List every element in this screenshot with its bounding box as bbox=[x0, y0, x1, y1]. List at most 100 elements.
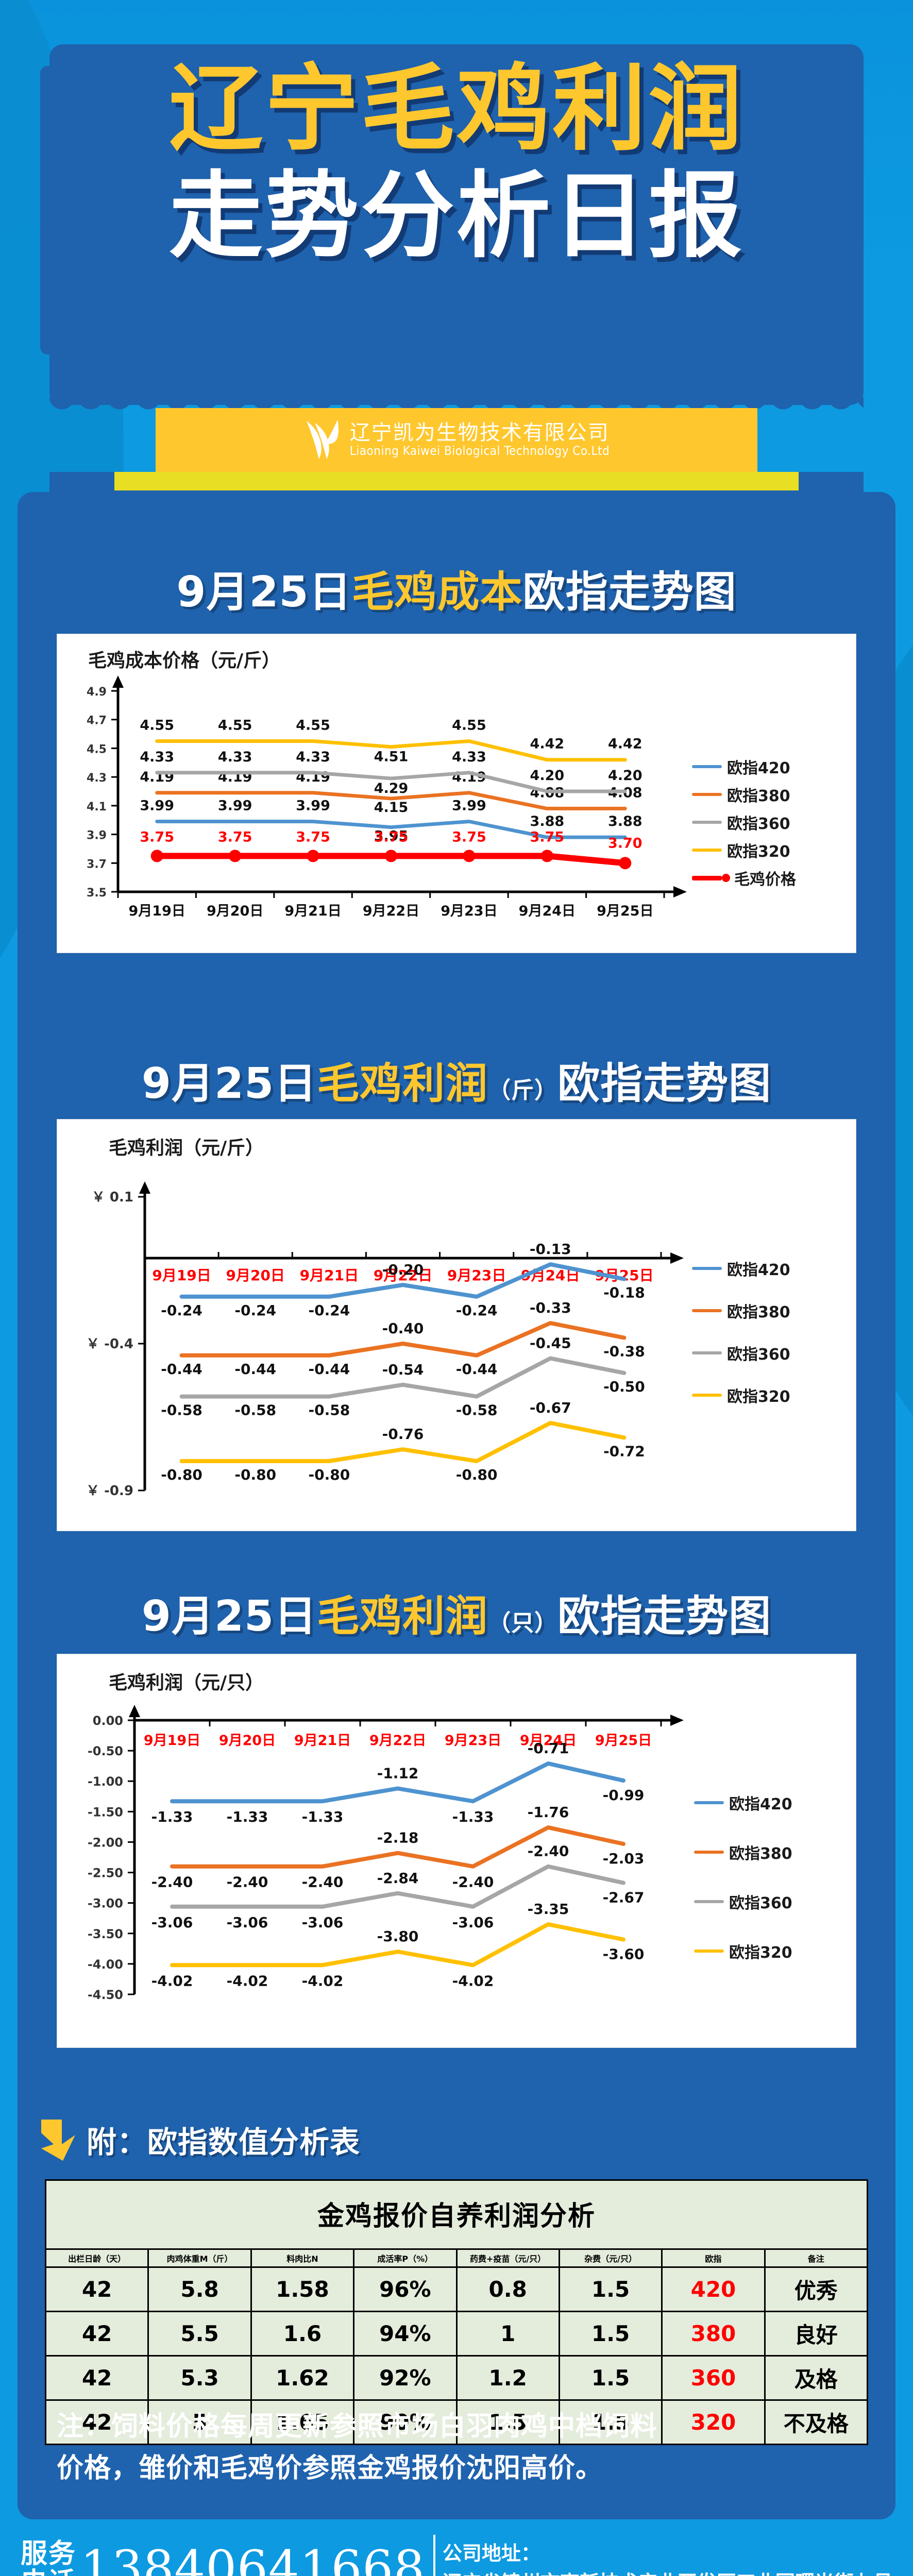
analysis-cell-r1-c7: 良好 bbox=[764, 2311, 869, 2357]
legend-label: 欧指320 bbox=[729, 1944, 792, 1962]
poster-title-line1: 辽宁毛鸡利润 bbox=[169, 54, 744, 163]
chart-profit-jin-svg: ￥ 0.1 ￥ -0.4 ￥ -0.9 9月19日 9月20日 9月21日 9月22日 9月2… bbox=[86, 1181, 684, 1499]
analysis-cell-r3-c4: 1.5 bbox=[455, 2399, 560, 2445]
footnote-line2: 价格，雏价和毛鸡价参照金鸡报价沈阳高价。 bbox=[57, 2452, 603, 2484]
y-axis-tick-label: -4.50 bbox=[88, 1988, 123, 2002]
legend-label: 欧指420 bbox=[727, 1261, 790, 1279]
data-value-label: -0.33 bbox=[530, 1299, 571, 1316]
analysis-cell-r0-c2: 1.58 bbox=[250, 2266, 355, 2312]
data-value-label: -0.45 bbox=[530, 1335, 571, 1352]
series-line-欧指380 bbox=[155, 791, 627, 810]
analysis-cell-r1-c0: 42 bbox=[44, 2311, 149, 2357]
data-value-label: -3.60 bbox=[603, 1946, 645, 1963]
service-label-line1: 服务 bbox=[21, 2538, 77, 2569]
footer-divider bbox=[433, 2535, 435, 2576]
legend-item-欧指420: 欧指420 bbox=[694, 1778, 792, 1827]
analysis-table-body: 42 5.8 1.58 96% 0.8 1.5 420 优秀 42 5.5 1.6 94% 1 1.5 38… bbox=[44, 2266, 869, 2445]
table-row: 42 5.5 1.6 94% 1 1.5 380 良好 bbox=[44, 2311, 869, 2357]
service-phone-number[interactable]: 13840641668 bbox=[80, 2540, 425, 2576]
legend-swatch-icon bbox=[692, 1267, 722, 1270]
chart-profit-bird-container: 毛鸡利润（元/只） 0.00 -0.50 -1.00 -1.50 -2.00 -2.50 -… bbox=[57, 1654, 856, 2048]
y-axis-tick-label: ￥ 0.1 bbox=[92, 1190, 133, 1205]
data-value-label: -0.67 bbox=[530, 1399, 571, 1416]
data-value-label: 3.99 bbox=[218, 798, 252, 814]
chart-profit-jin-legend: 欧指420 欧指380 欧指360 欧指320 bbox=[692, 1247, 790, 1416]
data-value-label: -0.50 bbox=[603, 1378, 645, 1395]
analysis-cell-r3-c6: 320 bbox=[661, 2399, 766, 2445]
y-axis-tick-label: 3.5 bbox=[87, 887, 107, 900]
data-value-label: -4.02 bbox=[151, 1972, 193, 1989]
data-value-label: -2.40 bbox=[227, 1874, 268, 1891]
data-value-label: -0.58 bbox=[308, 1402, 350, 1419]
section3-title-tail: 欧指走势图 bbox=[557, 1592, 772, 1641]
data-value-label: -0.18 bbox=[603, 1284, 645, 1301]
kaiwei-logo-icon bbox=[306, 420, 339, 459]
x-axis-tick-label: 9月25日 bbox=[595, 1733, 652, 1749]
y-axis-tick-label: ￥ -0.4 bbox=[86, 1336, 133, 1352]
data-value-label: 3.70 bbox=[608, 835, 643, 851]
data-value-label: 3.95 bbox=[374, 828, 409, 844]
legend-item-欧指320: 欧指320 bbox=[694, 1926, 792, 1976]
legend-swatch-icon bbox=[692, 793, 722, 796]
x-axis-tick-label: 9月22日 bbox=[374, 1267, 432, 1284]
y-axis-tick-label: -2.50 bbox=[88, 1866, 123, 1880]
section1-title-highlight: 毛鸡成本 bbox=[351, 568, 523, 617]
x-axis-tick-label: 9月21日 bbox=[300, 1267, 359, 1284]
analysis-col-header-1: 肉鸡体重M（斤） bbox=[147, 2248, 252, 2268]
x-axis-tick-label: 9月23日 bbox=[447, 1267, 506, 1284]
chart-profit-bird-svg: 0.00 -0.50 -1.00 -1.50 -2.00 -2.50 -3.00 -3.50 -… bbox=[88, 1705, 684, 2002]
chart-cost-legend: 欧指420 欧指380 欧指360 欧指320 毛鸡价格 bbox=[692, 753, 796, 892]
analysis-cell-r0-c6: 420 bbox=[661, 2266, 766, 2312]
company-address-label: 公司地址： bbox=[442, 2542, 540, 2565]
legend-label: 毛鸡价格 bbox=[734, 871, 796, 889]
analysis-cell-r1-c5: 1.5 bbox=[558, 2311, 663, 2357]
x-axis-tick-label: 9月19日 bbox=[152, 1267, 211, 1284]
legend-item-欧指360: 欧指360 bbox=[692, 1332, 790, 1374]
data-value-label: 3.75 bbox=[530, 829, 565, 845]
table-row: 42 5 1.65 90% 1.5 1.5 320 不及格 bbox=[44, 2399, 869, 2445]
footnote-line1: 注：饲料价格每周更新参照市场白羽肉鸡中档饲料 bbox=[57, 2411, 658, 2442]
analysis-cell-r2-c5: 1.5 bbox=[558, 2355, 663, 2401]
legend-item-欧指360: 欧指360 bbox=[694, 1877, 792, 1926]
y-axis-tick-label: -1.50 bbox=[88, 1805, 123, 1819]
analysis-col-header-5: 杂费（元/只） bbox=[558, 2248, 663, 2268]
y-axis-tick-label: -2.00 bbox=[88, 1835, 123, 1850]
analysis-cell-r0-c4: 0.8 bbox=[455, 2266, 560, 2312]
x-axis-tick-label: 9月24日 bbox=[519, 903, 576, 919]
legend-item-欧指380: 欧指380 bbox=[694, 1827, 792, 1877]
data-value-label: -0.99 bbox=[603, 1787, 645, 1804]
analysis-col-header-0: 出栏日龄（天） bbox=[44, 2248, 149, 2268]
analysis-cell-r3-c2: 1.65 bbox=[250, 2399, 355, 2445]
data-value-label: 4.51 bbox=[374, 749, 409, 765]
section3-title-unit: （只） bbox=[488, 1610, 558, 1636]
x-axis-tick-label: 9月24日 bbox=[520, 1733, 577, 1749]
data-value-label: 4.29 bbox=[374, 781, 409, 796]
analysis-cell-r2-c7: 及格 bbox=[764, 2355, 869, 2401]
legend-item-欧指380: 欧指380 bbox=[692, 781, 796, 808]
y-axis-tick-label: 4.3 bbox=[87, 772, 107, 785]
data-value-label: -2.67 bbox=[603, 1889, 645, 1906]
chart-profit-bird-caption: 毛鸡利润（元/只） bbox=[109, 1672, 264, 1693]
data-value-label: 4.55 bbox=[140, 718, 174, 734]
data-value-label: -0.54 bbox=[382, 1361, 424, 1378]
data-value-label: 4.33 bbox=[296, 749, 330, 765]
x-axis-tick-label: 9月22日 bbox=[369, 1733, 426, 1749]
series-line-欧指360 bbox=[155, 771, 627, 793]
analysis-table-title: 金鸡报价自养利润分析 bbox=[45, 2179, 868, 2250]
legend-item-欧指360: 欧指360 bbox=[692, 808, 796, 836]
footer-content: 服务 电话 13840641668 公司地址： 辽宁省锦州市高新技术产业开发区工… bbox=[0, 2535, 913, 2576]
data-value-label: -0.58 bbox=[234, 1402, 276, 1419]
series-line-欧指420 bbox=[155, 820, 627, 839]
y-axis-tick-label: 0.00 bbox=[93, 1714, 123, 1728]
analysis-cell-r3-c1: 5 bbox=[147, 2399, 252, 2445]
series-line-欧指360 bbox=[170, 1864, 625, 1909]
series-marker bbox=[619, 857, 632, 870]
legend-item-欧指320: 欧指320 bbox=[692, 836, 796, 864]
data-value-label: -0.40 bbox=[382, 1320, 424, 1337]
series-marker bbox=[463, 850, 476, 862]
section3-title: 9月25日毛鸡利润（只）欧指走势图 bbox=[0, 1582, 913, 1643]
data-value-label: -0.20 bbox=[382, 1261, 424, 1278]
data-value-label: -0.13 bbox=[530, 1241, 571, 1258]
y-axis-tick-label: -0.50 bbox=[88, 1744, 123, 1758]
